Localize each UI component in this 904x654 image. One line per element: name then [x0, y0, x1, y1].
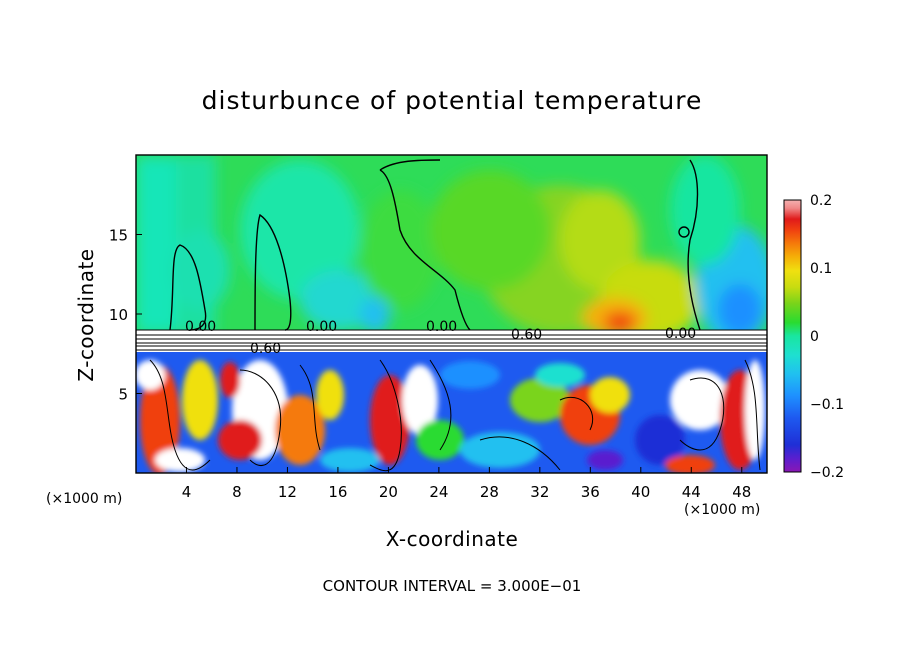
colorbar-tick-label: 0.1: [810, 261, 832, 277]
y-axis-label: Z-coordinate: [74, 248, 98, 382]
colorbar-tick-label: 0: [810, 329, 819, 345]
contour-interval-text: CONTOUR INTERVAL = 3.000E−01: [322, 577, 582, 595]
x-axis-ticks: 4 8 12 16 20 24 28 32 36 40 44 48: [182, 467, 751, 501]
x-tick-label: 4: [182, 483, 192, 501]
colorbar: 0.2 0.1 0 −0.1 −0.2: [783, 193, 844, 481]
y-tick-label: 5: [118, 386, 128, 404]
x-tick-label: 8: [232, 483, 242, 501]
x-tick-label: 32: [530, 483, 549, 501]
x-axis-label: X-coordinate: [385, 527, 519, 551]
heatmap-field: [136, 155, 767, 473]
y-tick-label: 15: [109, 227, 128, 245]
chart-title: disturbunce of potential temperature: [201, 86, 703, 115]
x-tick-label: 44: [682, 483, 701, 501]
x-tick-label: 16: [328, 483, 347, 501]
x-unit-label-left: (×1000 m): [46, 491, 123, 507]
x-tick-label: 24: [429, 483, 448, 501]
colorbar-tick-label: −0.2: [810, 465, 844, 481]
contour-labels: 0.00 0.00 0.00 0.60 0.60 0.00: [185, 319, 696, 357]
colorbar-tick-label: 0.2: [810, 193, 832, 209]
contour-label: 0.60: [511, 327, 542, 343]
contour-label: 0.00: [426, 319, 457, 335]
x-tick-label: 36: [581, 483, 600, 501]
contour-label: 0.00: [185, 319, 216, 335]
y-tick-label: 10: [109, 306, 128, 324]
contour-label: 0.60: [250, 341, 281, 357]
x-tick-label: 48: [732, 483, 751, 501]
contour-label: 0.00: [306, 319, 337, 335]
colorbar-ticks: 0.2 0.1 0 −0.1 −0.2: [810, 193, 844, 481]
y-axis-ticks: 5 10 15: [109, 227, 142, 404]
x-tick-label: 12: [278, 483, 297, 501]
x-tick-label: 28: [480, 483, 499, 501]
x-tick-label: 40: [631, 483, 650, 501]
x-tick-label: 20: [379, 483, 398, 501]
contour-label: 0.00: [665, 326, 696, 342]
x-unit-label-right: (×1000 m): [684, 502, 761, 518]
colorbar-gradient: [783, 199, 802, 473]
colorbar-tick-label: −0.1: [810, 397, 844, 413]
